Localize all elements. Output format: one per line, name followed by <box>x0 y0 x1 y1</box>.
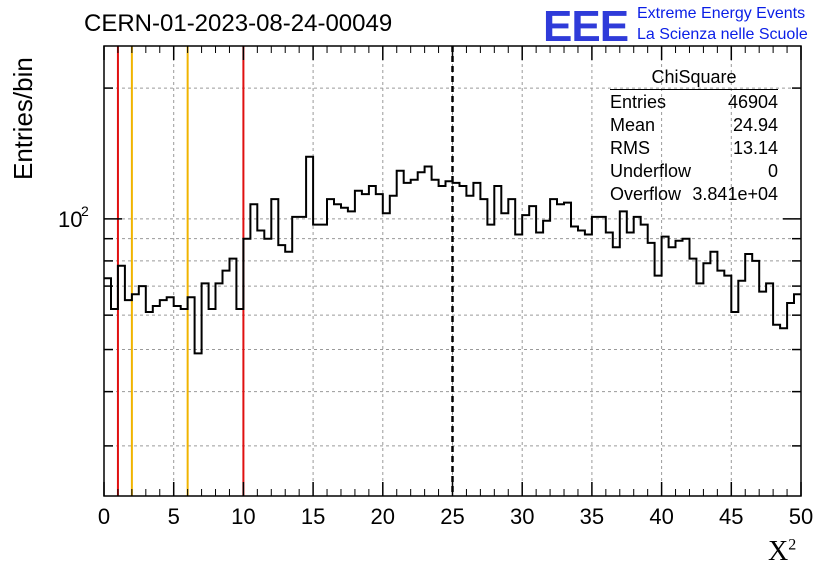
y-axis-label: Entries/bin <box>8 57 38 180</box>
stats-label: Mean <box>610 115 656 135</box>
stats-value: 0 <box>767 161 778 181</box>
x-tick-label: 0 <box>98 504 110 529</box>
x-tick-label: 40 <box>649 504 673 529</box>
x-axis-label-exponent: 2 <box>788 536 797 554</box>
logo-line-1: Extreme Energy Events <box>637 5 806 22</box>
stats-value: 24.94 <box>732 115 778 135</box>
x-tick-label: 25 <box>440 504 464 529</box>
stats-label: Underflow <box>610 161 692 181</box>
y-tick-label-exponent: 2 <box>81 203 89 219</box>
x-tick-label: 45 <box>719 504 743 529</box>
x-tick-label: 5 <box>168 504 180 529</box>
x-tick-label: 30 <box>510 504 534 529</box>
x-tick-label: 20 <box>371 504 395 529</box>
eee-logo: EEE <box>543 2 629 51</box>
threshold-lines <box>116 46 454 496</box>
stats-label: Overflow <box>610 184 682 204</box>
plot-title: CERN-01-2023-08-24-00049 <box>84 10 393 37</box>
histogram-line <box>104 155 801 355</box>
stats-row: RMS 13.14 <box>610 137 778 160</box>
x-tick-label: 10 <box>231 504 255 529</box>
y-tick-label: 10 <box>58 207 82 232</box>
x-tick-label: 15 <box>301 504 325 529</box>
logo-caption: Extreme Energy Events La Scienza nelle S… <box>637 3 808 45</box>
stats-title: ChiSquare <box>610 66 778 90</box>
stats-row: Mean 24.94 <box>610 114 778 137</box>
stats-value: 46904 <box>727 92 778 112</box>
axis-ticks <box>103 46 802 496</box>
logo-line-2: La Scienza nelle Scuole <box>637 26 808 43</box>
x-axis-label: X2 <box>768 536 796 568</box>
stats-value: 13.14 <box>732 138 778 158</box>
stats-row: Underflow 0 <box>610 160 778 183</box>
x-tick-label: 50 <box>789 504 813 529</box>
x-tick-label: 35 <box>580 504 604 529</box>
stats-value: 3.841e+04 <box>692 184 778 204</box>
stats-box: ChiSquare Entries 46904 Mean 24.94 RMS 13.1… <box>610 66 778 206</box>
stats-label: RMS <box>610 138 650 158</box>
stats-label: Entries <box>610 92 667 112</box>
stats-row: Entries 46904 <box>610 91 778 114</box>
x-axis-label-x: X <box>768 536 789 567</box>
stats-row: Overflow 3.841e+04 <box>610 183 778 206</box>
